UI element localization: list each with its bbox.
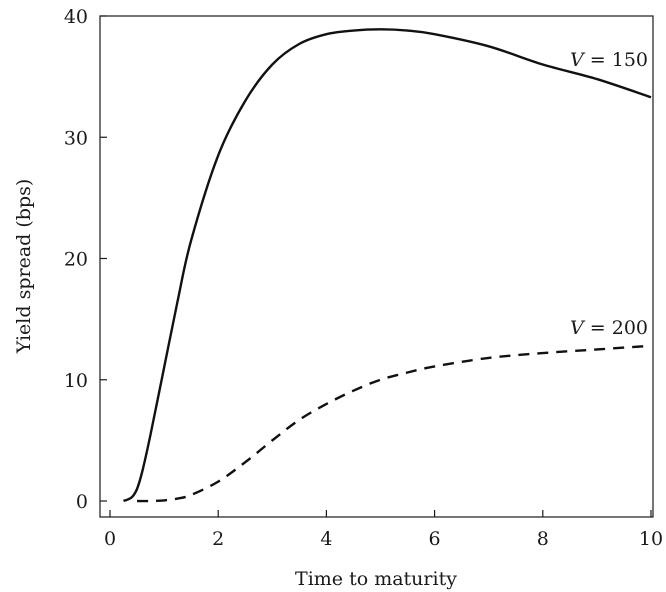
series-label-variable: V — [570, 317, 586, 339]
y-tick-label: 0 — [76, 491, 88, 513]
x-tick-label: 2 — [212, 528, 224, 550]
x-tick-label: 10 — [639, 528, 663, 550]
y-tick-label: 20 — [64, 249, 88, 271]
series-label-0: V = 150 — [570, 49, 648, 71]
x-axis-title: Time to maturity — [295, 568, 457, 590]
x-tick-label: 0 — [104, 528, 116, 550]
y-axis-ticks: 0 10 20 30 40 — [64, 6, 107, 513]
series-layer — [123, 28, 652, 503]
x-axis-ticks: 0 2 4 6 8 10 — [104, 510, 663, 550]
series-label-value: = 150 — [584, 49, 648, 71]
x-tick-label: 8 — [537, 528, 549, 550]
x-tick-label: 6 — [429, 528, 441, 550]
plot-frame — [99, 15, 654, 518]
series-label-value: = 200 — [584, 317, 648, 339]
series-line-0 — [123, 28, 652, 503]
series-line-1 — [137, 344, 652, 503]
series-label-variable: V — [570, 49, 586, 71]
x-tick-label: 4 — [320, 528, 332, 550]
y-tick-label: 40 — [64, 6, 88, 28]
y-tick-label: 30 — [64, 127, 88, 149]
y-tick-label: 10 — [64, 370, 88, 392]
series-label-1: V = 200 — [570, 317, 648, 339]
y-axis-title: Yield spread (bps) — [13, 179, 35, 354]
